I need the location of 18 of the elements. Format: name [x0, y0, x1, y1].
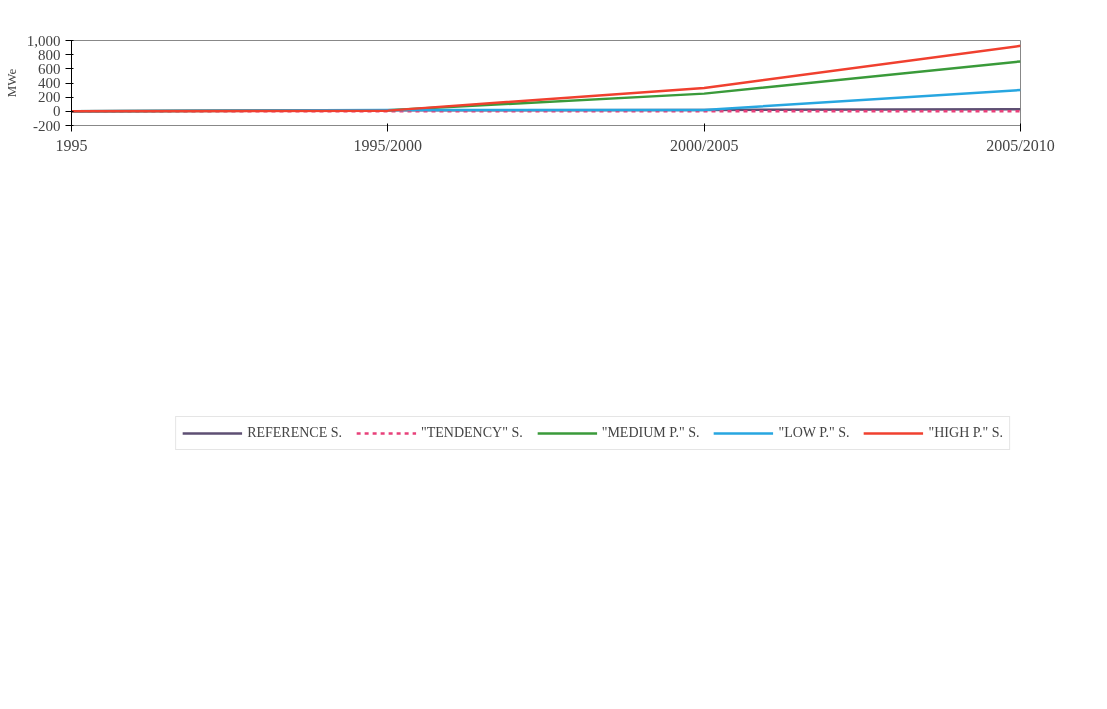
legend-label: "LOW P." S.: [778, 425, 850, 441]
x-tick-label: 1995: [55, 136, 88, 154]
y-tick-label: 200: [38, 89, 61, 106]
x-tick-label: 2005/2010: [986, 136, 1055, 154]
legend-label: "HIGH P." S.: [928, 425, 1003, 441]
y-tick-label: 0: [53, 103, 61, 120]
y-tick-label: -200: [33, 117, 61, 134]
legend-label: "MEDIUM P." S.: [601, 425, 700, 441]
y-tick-label: 1,000: [26, 32, 61, 49]
y-tick-label: 800: [38, 46, 61, 63]
y-tick-label: 600: [38, 60, 61, 77]
legend-label: "TENDENCY" S.: [421, 425, 523, 441]
legend-label: REFERENCE S.: [247, 425, 343, 441]
y-tick-label: 400: [38, 75, 61, 91]
x-tick-label: 2000/2005: [669, 136, 739, 154]
line-series: [71, 44, 1021, 113]
x-tick-label: 1995/2000: [353, 136, 423, 154]
y-axis-title: MWe: [3, 68, 19, 98]
